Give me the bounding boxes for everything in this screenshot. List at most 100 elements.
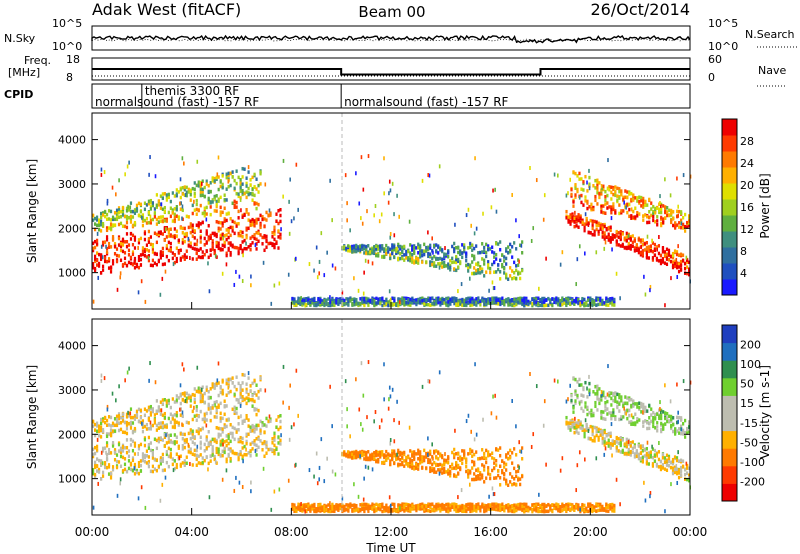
velocity-echo-cell — [391, 457, 394, 462]
power-echo-cell — [155, 232, 158, 237]
freq-left-tick-bottom: 8 — [66, 71, 73, 84]
power-echo-cell — [319, 298, 322, 302]
power-echo-cell — [239, 246, 242, 251]
velocity-echo-cell — [215, 438, 218, 443]
power-echo-cell — [541, 296, 544, 301]
power-echo-cell — [209, 200, 212, 204]
velocity-echo-cell — [491, 468, 494, 473]
power-echo-cell — [207, 236, 210, 241]
power-echo-cell — [311, 301, 314, 305]
power-echo-cell — [489, 297, 492, 301]
power-scatter-cell — [535, 178, 538, 183]
power-scatter-cell — [532, 226, 535, 231]
velocity-echo-cell — [167, 454, 170, 459]
velocity-echo-cell — [469, 447, 472, 452]
power-echo-cell — [225, 218, 228, 223]
power-echo-cell — [139, 202, 143, 207]
velocity-echo-cell — [359, 451, 362, 456]
noise-left-label: N.Sky — [4, 32, 36, 45]
power-echo-cell — [577, 215, 580, 219]
power-echo-cell — [499, 270, 502, 274]
velocity-echo-cell — [487, 469, 490, 473]
velocity-echo-cell — [517, 469, 520, 473]
power-echo-cell — [681, 258, 685, 263]
power-echo-cell — [143, 201, 147, 205]
velocity-echo-cell — [576, 380, 579, 384]
velocity-echo-cell — [257, 445, 260, 450]
velocity-echo-cell — [665, 468, 669, 473]
velocity-echo-cell — [217, 435, 220, 439]
power-echo-cell — [277, 208, 280, 213]
power-echo-cell — [223, 219, 226, 224]
power-echo-cell — [686, 225, 689, 229]
velocity-echo-cell — [587, 436, 590, 441]
power-echo-cell — [619, 235, 622, 239]
power-echo-cell — [257, 231, 260, 236]
power-echo-cell — [255, 237, 258, 242]
power-echo-cell — [117, 210, 121, 215]
velocity-echo-cell — [645, 447, 648, 451]
power-scatter-cell — [388, 289, 391, 294]
power-echo-cell — [335, 298, 338, 303]
power-scatter-cell — [364, 258, 367, 263]
velocity-echo-cell — [632, 421, 635, 426]
velocity-echo-cell — [621, 448, 624, 453]
velocity-echo-cell — [572, 406, 575, 410]
power-echo-cell — [201, 179, 204, 183]
power-scatter-cell — [101, 255, 104, 260]
power-echo-cell — [605, 296, 608, 301]
velocity-echo-cell — [475, 468, 478, 472]
velocity-echo-cell — [139, 469, 143, 473]
power-echo-cell — [503, 302, 506, 307]
power-echo-cell — [427, 298, 430, 302]
power-echo-cell — [133, 246, 137, 250]
power-echo-cell — [650, 207, 653, 211]
velocity-echo-cell — [595, 429, 598, 434]
power-scatter-cell — [396, 246, 398, 251]
velocity-echo-cell — [169, 420, 172, 425]
power-echo-cell — [591, 220, 594, 225]
power-echo-cell — [149, 207, 153, 211]
power-echo-cell — [387, 250, 390, 254]
power-colorbar-swatch — [722, 231, 737, 248]
power-echo-cell — [612, 187, 615, 192]
power-echo-cell — [661, 246, 665, 251]
velocity-echo-cell — [369, 456, 372, 460]
velocity-echo-cell — [109, 430, 113, 435]
power-echo-cell — [299, 302, 302, 306]
velocity-echo-cell — [279, 438, 282, 443]
velocity-echo-cell — [597, 429, 600, 434]
velocity-echo-cell — [271, 441, 274, 445]
power-echo-cell — [195, 198, 198, 203]
power-echo-cell — [630, 214, 633, 218]
power-echo-cell — [461, 251, 464, 255]
velocity-echo-cell — [591, 426, 594, 431]
power-echo-cell — [493, 251, 496, 255]
power-echo-cell — [159, 250, 162, 254]
velocity-echo-cell — [257, 423, 260, 428]
power-echo-cell — [277, 229, 280, 233]
power-echo-cell — [171, 256, 174, 261]
velocity-echo-cell — [219, 443, 222, 447]
power-echo-cell — [511, 276, 514, 281]
velocity-echo-cell — [201, 456, 204, 460]
velocity-echo-cell — [237, 439, 240, 444]
power-echo-cell — [688, 219, 691, 223]
power-echo-cell — [641, 242, 644, 247]
power-echo-cell — [453, 296, 456, 300]
power-echo-cell — [600, 192, 603, 196]
power-echo-cell — [221, 224, 224, 228]
velocity-echo-cell — [161, 438, 164, 442]
power-echo-cell — [223, 198, 226, 202]
power-echo-cell — [649, 244, 653, 248]
velocity-echo-cell — [219, 401, 222, 406]
power-echo-cell — [221, 185, 224, 190]
velocity-echo-cell — [121, 430, 125, 434]
velocity-echo-cell — [453, 453, 456, 457]
power-echo-cell — [369, 298, 372, 303]
velocity-echo-cell — [239, 435, 242, 440]
velocity-echo-cell — [467, 472, 470, 476]
power-echo-cell — [485, 300, 488, 305]
velocity-echo-cell — [565, 415, 568, 420]
velocity-echo-cell — [461, 457, 464, 461]
